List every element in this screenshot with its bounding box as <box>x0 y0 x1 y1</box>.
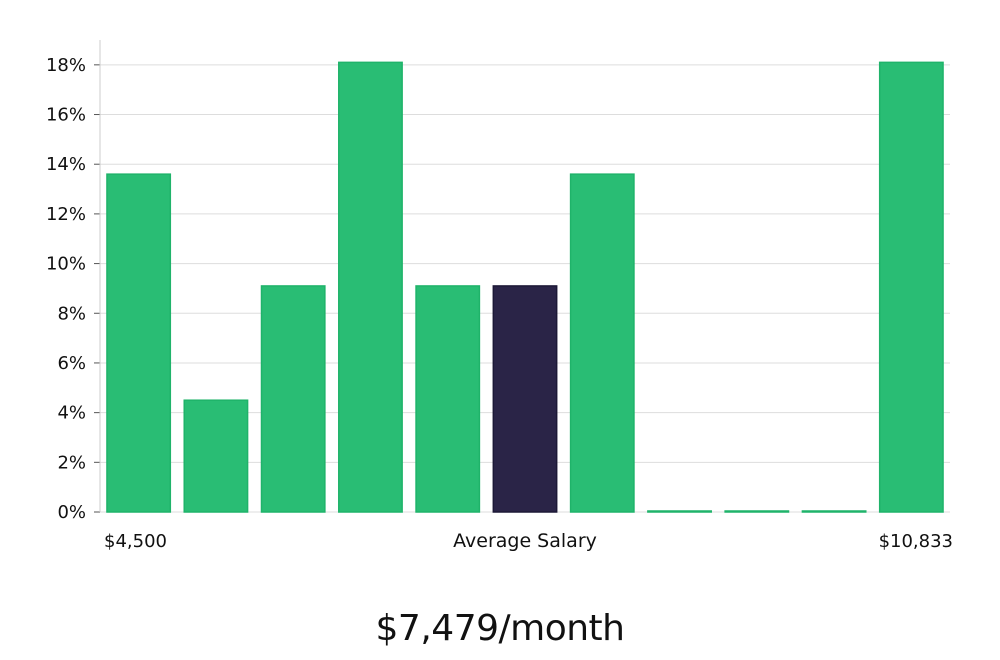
x-min-label: $4,500 <box>104 531 167 552</box>
bar <box>647 510 712 513</box>
y-tick-label: 8% <box>57 303 86 324</box>
bar <box>338 61 403 513</box>
y-tick-label: 10% <box>46 254 86 275</box>
bar <box>415 285 481 513</box>
bar <box>569 173 635 513</box>
bar <box>106 173 172 513</box>
x-max-label: $10,833 <box>879 531 953 552</box>
bar <box>260 285 326 513</box>
chart-canvas: 0% 2% 4% 6% 8% 10% 12% 14% 16% 18% $4,500 Average… <box>46 40 953 552</box>
y-tick-label: 2% <box>57 452 86 473</box>
y-tick-labels: 0% 2% 4% 6% 8% 10% 12% 14% 16% 18% <box>46 55 86 523</box>
bar <box>724 510 790 513</box>
y-tick-label: 4% <box>57 403 86 424</box>
bar <box>183 399 249 513</box>
bar <box>801 510 867 513</box>
y-tick-label: 16% <box>46 105 86 126</box>
bars <box>106 61 944 513</box>
axes <box>94 40 101 513</box>
x-axis-title: Average Salary <box>453 530 597 552</box>
bar-highlighted <box>492 285 558 513</box>
y-tick-label: 0% <box>57 502 86 523</box>
y-tick-label: 12% <box>46 204 86 225</box>
x-labels: $4,500 Average Salary $10,833 <box>104 530 953 552</box>
y-tick-label: 14% <box>46 154 86 175</box>
bar <box>878 61 944 513</box>
average-salary-headline: $7,479/month <box>375 608 625 649</box>
y-tick-label: 6% <box>57 353 86 374</box>
y-tick-label: 18% <box>46 55 86 76</box>
